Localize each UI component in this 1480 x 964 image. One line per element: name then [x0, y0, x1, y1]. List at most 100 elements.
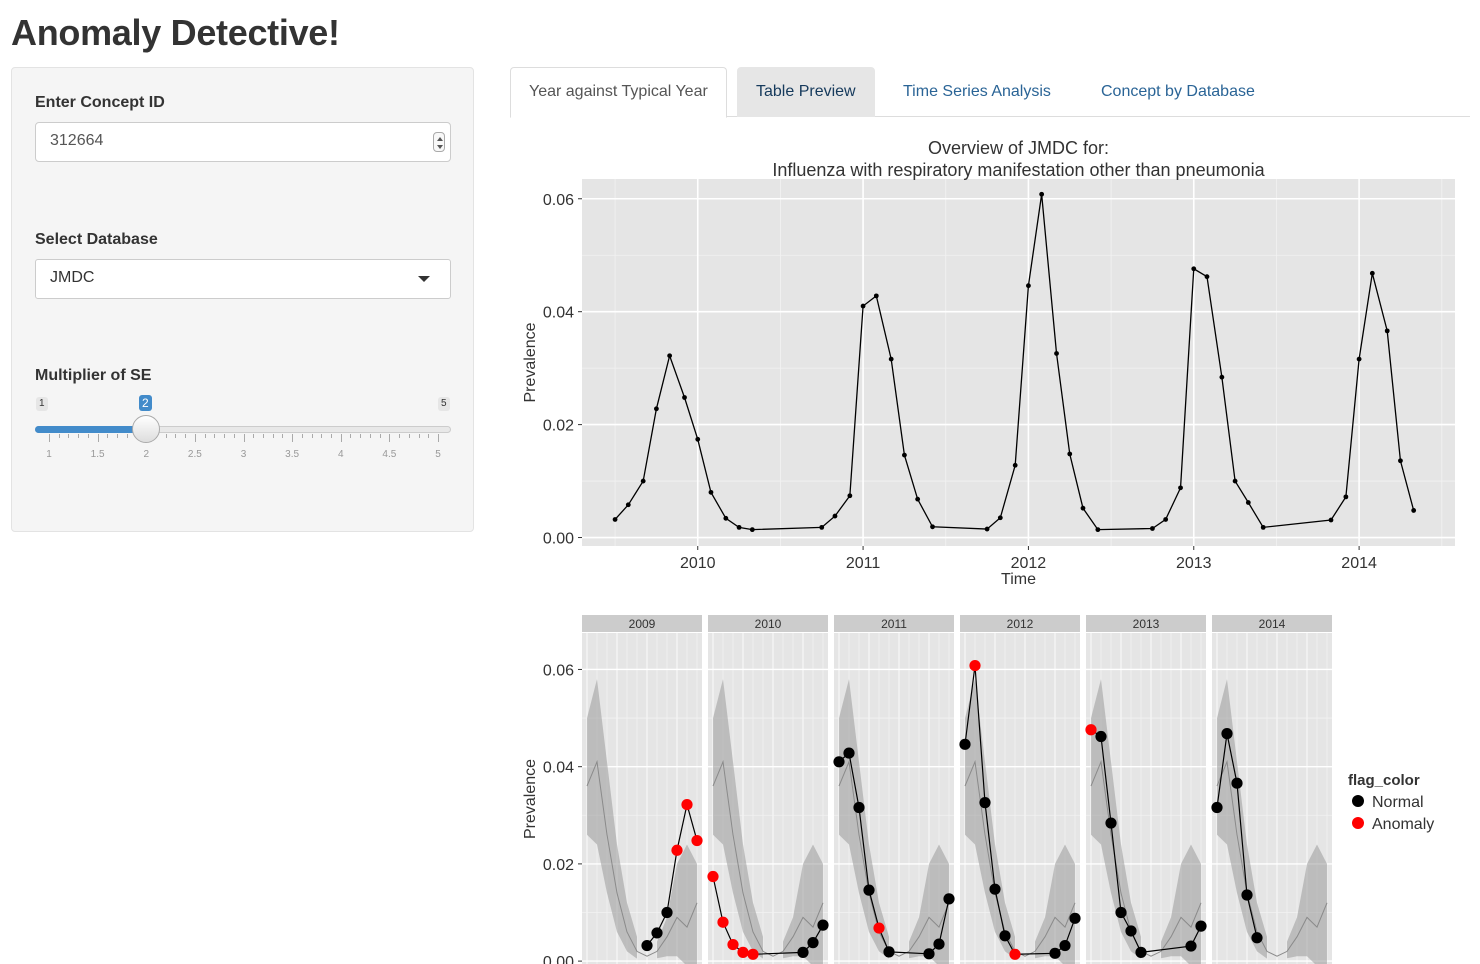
- data-point: [1191, 266, 1197, 272]
- facet-label: 2011: [881, 617, 907, 631]
- slider-tick-label: 4: [337, 449, 344, 460]
- legend-key: [1352, 817, 1364, 829]
- normal-point: [1049, 947, 1061, 959]
- normal-point: [641, 939, 653, 952]
- normal-point: [1221, 728, 1233, 740]
- database-select[interactable]: JMDC: [35, 259, 451, 299]
- confidence-ribbon: [1161, 844, 1201, 964]
- data-point: [1178, 485, 1183, 491]
- normal-point: [843, 747, 855, 759]
- sidebar-panel: Enter Concept ID 312664 Select Database …: [11, 67, 474, 532]
- legend-label: Anomaly: [1372, 816, 1434, 833]
- normal-point: [1241, 889, 1253, 901]
- y-axis-label: Prevalence: [522, 759, 539, 839]
- slider-tick: [117, 434, 119, 438]
- data-point: [708, 489, 714, 495]
- concept-id-value: 312664: [50, 132, 104, 149]
- normal-point: [1059, 939, 1071, 952]
- data-point: [873, 293, 879, 299]
- tab-concept-by-database[interactable]: Concept by Database: [1101, 83, 1255, 100]
- data-point: [1219, 374, 1225, 380]
- slider-tick-label: 3.5: [285, 449, 300, 460]
- observed-line: [1090, 729, 1202, 954]
- y-tick-label: 0.04: [543, 305, 574, 322]
- normal-point: [943, 893, 955, 905]
- y-tick-label: 0.02: [543, 857, 574, 874]
- facet-strip: [1086, 615, 1206, 632]
- slider-tick: [49, 434, 50, 442]
- y-tick-label: 0.04: [543, 760, 574, 777]
- data-point: [1095, 527, 1101, 533]
- overview-line-chart: Overview of JMDC for:Influenza with resp…: [522, 138, 1455, 588]
- concept-id-input[interactable]: 312664: [35, 122, 451, 162]
- confidence-ribbon: [965, 679, 1015, 959]
- data-point: [1012, 462, 1018, 468]
- data-point: [1328, 517, 1334, 523]
- slider-tick-label: 1: [46, 449, 52, 460]
- data-point: [1204, 274, 1210, 280]
- normal-point: [1069, 912, 1081, 924]
- slider-tick: [428, 434, 430, 438]
- slider-tick: [438, 434, 439, 442]
- data-point: [984, 526, 990, 532]
- normal-point: [1185, 940, 1197, 952]
- slider-handle[interactable]: [132, 415, 160, 443]
- confidence-ribbon: [1091, 679, 1141, 959]
- y-axis-label: Prevalence: [522, 322, 539, 402]
- data-point: [640, 478, 646, 484]
- concept-id-label: Enter Concept ID: [35, 94, 165, 111]
- anomaly-point: [717, 916, 729, 928]
- faceted-anomaly-chart: 2009 2010 2011 2012 2013 2014 0.00 0.02 0.04 0.06…: [522, 615, 1434, 964]
- normal-point: [1125, 925, 1137, 937]
- slider-tick: [58, 434, 60, 438]
- tab-table-preview[interactable]: Table Preview: [737, 67, 875, 117]
- database-label: Select Database: [35, 231, 158, 248]
- data-point: [654, 406, 659, 412]
- data-point: [736, 524, 742, 530]
- facet-label: 2012: [1007, 617, 1034, 631]
- slider-tick: [87, 434, 89, 438]
- number-spinner-icon[interactable]: [433, 132, 445, 152]
- confidence-ribbon: [587, 679, 637, 959]
- data-point: [888, 356, 894, 362]
- slider-tick: [175, 434, 177, 438]
- anomaly-point: [707, 870, 719, 883]
- confidence-ribbon: [1217, 679, 1267, 959]
- legend-key: [1352, 795, 1364, 807]
- normal-point: [863, 884, 875, 896]
- legend-title: flag_color: [1348, 772, 1420, 789]
- tab-bar: Year against Typical Year Table Preview …: [510, 67, 1470, 118]
- anomaly-point: [691, 834, 703, 847]
- normal-point: [979, 797, 991, 809]
- normal-point: [833, 756, 845, 768]
- x-axis-label: Time: [1001, 571, 1036, 588]
- slider-tick: [185, 434, 187, 438]
- data-point: [1054, 351, 1059, 356]
- x-tick-label: 2014: [1341, 555, 1377, 572]
- slider-tick: [379, 434, 381, 438]
- normal-point: [817, 919, 829, 931]
- typical-year-line: [586, 759, 698, 957]
- slider-tick: [204, 434, 206, 438]
- tab-time-series-analysis[interactable]: Time Series Analysis: [903, 83, 1051, 100]
- data-point: [1067, 451, 1073, 457]
- facet-strip: [708, 615, 828, 632]
- slider-tick: [233, 434, 235, 438]
- slider-tick: [311, 434, 313, 438]
- normal-point: [661, 906, 673, 919]
- tab-year-against-typical-year[interactable]: Year against Typical Year: [510, 67, 727, 118]
- slider-value-label: 2: [139, 395, 152, 411]
- normal-point: [853, 801, 865, 814]
- slider-tick-label: 4.5: [382, 449, 397, 460]
- data-point: [1369, 270, 1375, 276]
- facet-label: 2009: [629, 617, 656, 631]
- database-selected-value: JMDC: [50, 269, 95, 286]
- slider-fill: [35, 426, 146, 433]
- y-tick-label: 0.00: [543, 954, 574, 964]
- slider-max-label: 5: [438, 397, 450, 411]
- slider-tick: [214, 434, 216, 438]
- slider-tick: [253, 434, 255, 438]
- slider-tick: [389, 434, 391, 442]
- slider-tick: [418, 434, 420, 438]
- data-point: [860, 303, 866, 309]
